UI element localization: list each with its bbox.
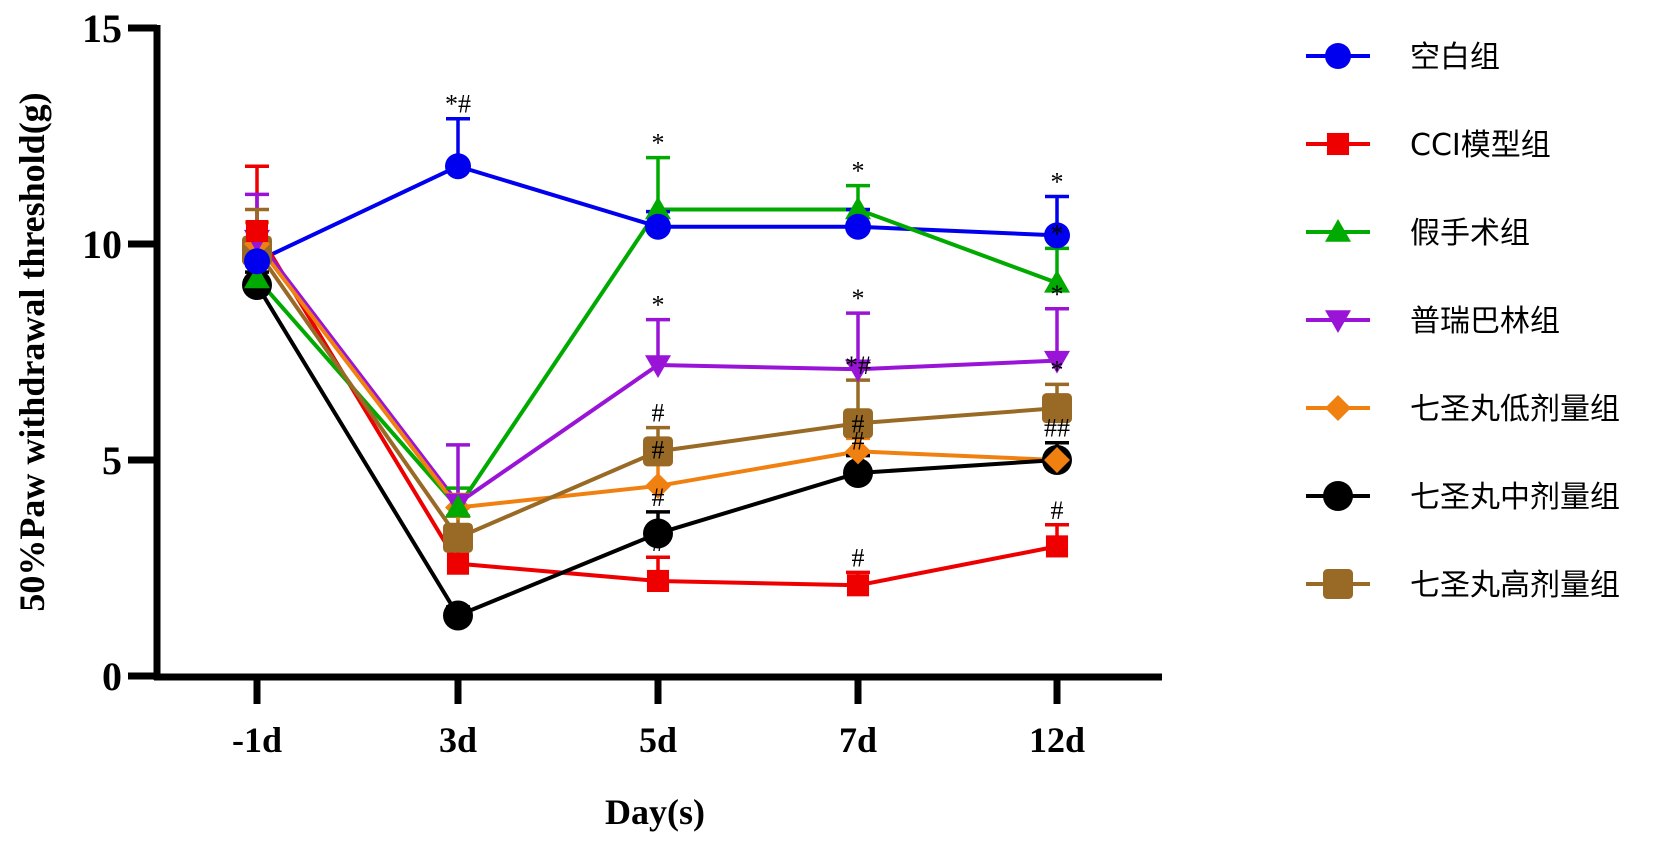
data-point [1044,350,1070,374]
x-tick-label: -1d [232,720,282,760]
legend-item: 空白组 [1306,40,1500,75]
x-axis-title: Day(s) [605,792,705,832]
data-point [646,569,670,593]
legend-label: 七圣丸中剂量组 [1410,480,1620,515]
data-point [1044,447,1070,473]
data-point [845,438,871,465]
legend-label: 假手术组 [1410,216,1530,251]
legend-marker-icon [1325,395,1351,421]
significance-label: * [1051,355,1064,384]
x-tick-label: 5d [639,720,677,760]
significance-label: *# [445,90,471,119]
data-point [845,359,871,383]
legend-label: 普瑞巴林组 [1410,304,1560,339]
significance-label: # [652,483,665,512]
data-point [443,522,473,553]
legend-item: CCI模型组 [1306,128,1551,163]
legend-marker-icon [1325,43,1351,69]
x-tick-label: 12d [1029,720,1085,760]
legend-item: 七圣丸中剂量组 [1306,480,1620,515]
y-tick-label: 5 [102,438,122,483]
series-markers [242,153,1072,631]
data-point [445,494,471,518]
legend-marker-icon [1325,219,1351,242]
significance-label: # [652,435,665,464]
data-point [843,408,873,439]
y-axis-title: 50%Paw withdrawal threshold(g) [12,92,52,611]
data-point [645,355,671,378]
y-tick-label: 15 [82,6,122,51]
data-point [845,196,871,220]
significance-label: # [852,427,865,456]
legend-marker-icon [1323,481,1353,511]
legend-item: 普瑞巴林组 [1306,304,1560,339]
data-point [645,472,671,499]
data-point [445,153,471,180]
x-tick-label: 3d [439,720,477,760]
legend-label: 空白组 [1410,40,1500,75]
significance-label: * [1051,219,1064,248]
legend-label: 七圣丸低剂量组 [1410,392,1620,427]
data-point [446,552,470,575]
legend-marker-icon [1325,310,1351,333]
data-point [244,265,270,289]
y-ticks: 0 5 10 15 [82,6,157,699]
significance-label: # [652,399,665,428]
legend-label: 七圣丸高剂量组 [1410,568,1620,603]
data-point [244,248,270,275]
data-point [245,219,269,243]
significance-label: * [652,129,665,158]
x-ticks: -1d 3d 5d 7d 12d [232,677,1085,760]
significance-annotations: *#*###**** * *## #####*# * [445,90,1070,573]
data-point [643,436,673,467]
significance-label: # [852,409,865,438]
data-point [1044,222,1070,249]
data-point [443,600,473,631]
significance-label: ## [1044,414,1070,443]
y-tick-label: 0 [102,654,122,699]
significance-label: * [852,157,865,186]
data-point [845,213,871,240]
significance-label: *# [845,351,871,380]
legend-label: CCI模型组 [1410,128,1551,163]
legend-item: 假手术组 [1306,216,1530,251]
significance-label: # [1051,496,1064,525]
significance-label: * [1051,280,1064,309]
data-point [645,213,671,240]
data-point [643,518,673,549]
data-point [1042,393,1072,424]
legend-marker-icon [1323,569,1353,599]
x-tick-label: 7d [839,720,877,760]
data-point [843,457,873,488]
legend-marker-icon [1326,132,1350,156]
significance-label: # [652,528,665,557]
data-point [846,574,870,597]
significance-label: # [852,543,865,572]
significance-label: * [652,291,665,320]
data-point [645,196,671,220]
significance-label: * [852,284,865,313]
y-tick-label: 10 [82,222,122,267]
data-point [1045,535,1069,558]
significance-label: * [1051,167,1064,196]
data-point [1044,269,1070,293]
legend-item: 七圣丸高剂量组 [1306,568,1620,603]
legend-item: 七圣丸低剂量组 [1306,392,1620,427]
